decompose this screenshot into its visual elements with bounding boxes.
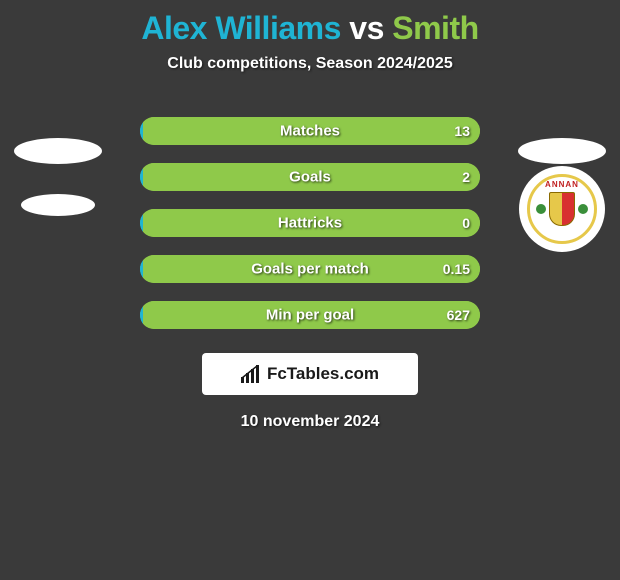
stat-bar: Min per goal 627: [140, 301, 480, 329]
date-text: 10 november 2024: [0, 413, 620, 431]
page-title: Alex Williams vs Smith: [0, 0, 620, 47]
stat-row: Goals per match 0.15: [0, 255, 620, 283]
stat-row: Matches 13: [0, 117, 620, 145]
stat-bar: Goals 2: [140, 163, 480, 191]
stat-bar: Matches 13: [140, 117, 480, 145]
stat-label: Goals per match: [251, 261, 369, 278]
vs-text: vs: [349, 10, 384, 46]
player2-name: Smith: [392, 10, 478, 46]
stat-value-right: 0.15: [443, 261, 470, 277]
stat-row: Min per goal 627: [0, 301, 620, 329]
stat-value-right: 13: [454, 123, 470, 139]
barchart-icon: [241, 365, 263, 383]
stat-value-right: 627: [447, 307, 470, 323]
stat-bar: Goals per match 0.15: [140, 255, 480, 283]
stat-value-right: 2: [462, 169, 470, 185]
player1-name: Alex Williams: [141, 10, 341, 46]
stat-label: Goals: [289, 169, 331, 186]
stats-area: ANNAN Matches13Goals2Hattricks0Goals per…: [0, 117, 620, 329]
subtitle: Club competitions, Season 2024/2025: [0, 55, 620, 73]
stat-value-right: 0: [462, 215, 470, 231]
stat-row: Goals 2: [0, 163, 620, 191]
stat-label: Min per goal: [266, 307, 354, 324]
stat-row: Hattricks 0: [0, 209, 620, 237]
stat-label: Matches: [280, 123, 340, 140]
site-attribution[interactable]: FcTables.com: [202, 353, 418, 395]
site-label: FcTables.com: [267, 364, 379, 384]
stat-bar: Hattricks 0: [140, 209, 480, 237]
stat-label: Hattricks: [278, 215, 342, 232]
